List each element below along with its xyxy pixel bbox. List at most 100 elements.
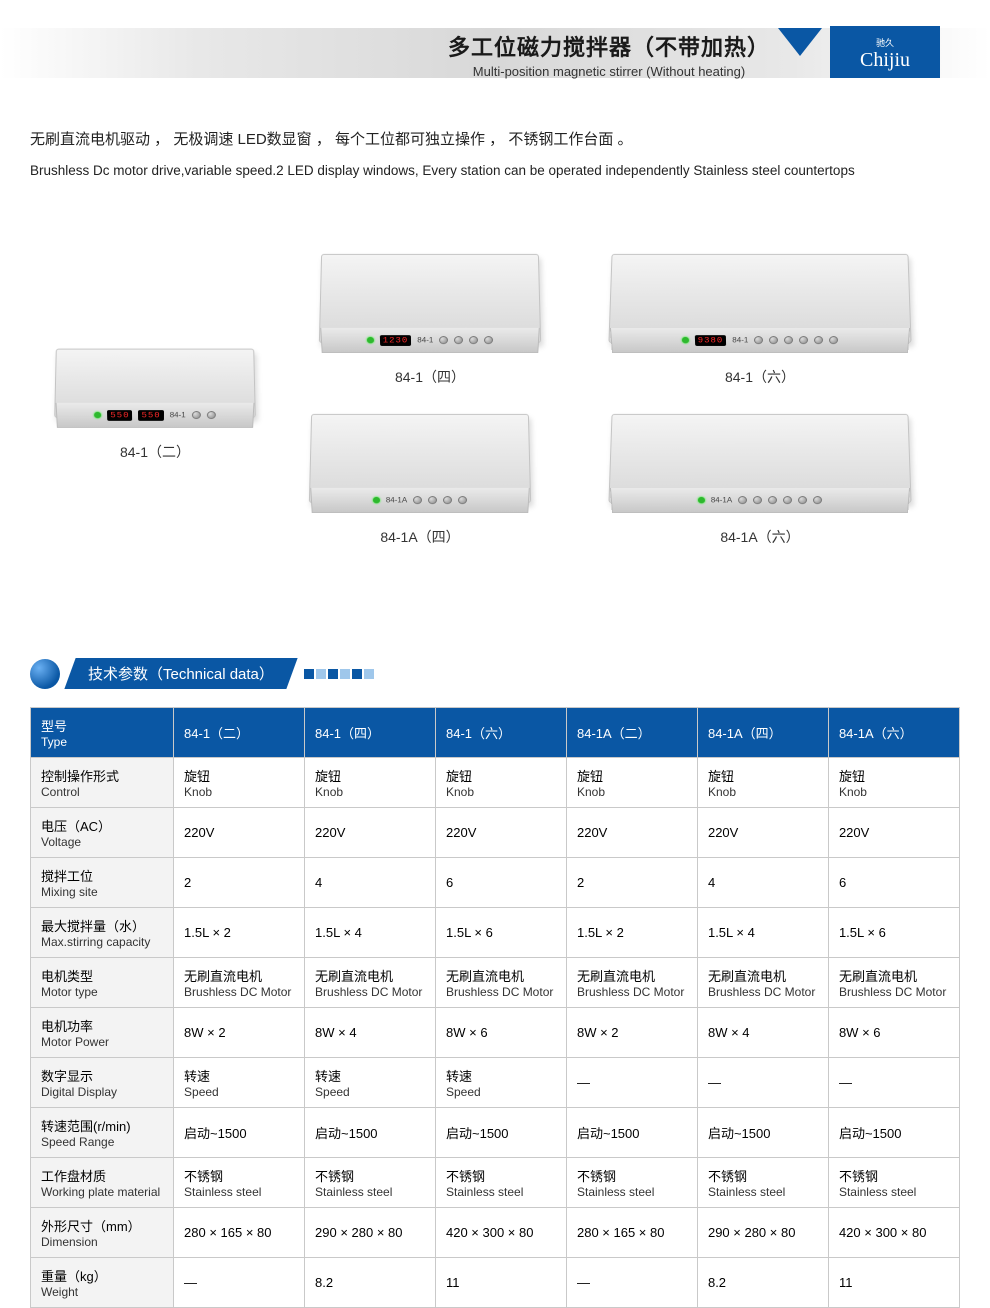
- table-cell: 转速Speed: [305, 1058, 436, 1108]
- knob-icon: [798, 496, 807, 504]
- table-cell: 不锈钢Stainless steel: [697, 1158, 828, 1208]
- table-head-model: 84-1A（四）: [697, 708, 828, 758]
- knob-icon: [829, 336, 838, 344]
- table-cell: —: [566, 1258, 697, 1308]
- product-p3: 938084-184-1（六）: [610, 253, 910, 387]
- table-cell: 8.2: [697, 1258, 828, 1308]
- table-cell: 不锈钢Stainless steel: [436, 1158, 567, 1208]
- knob-icon: [754, 336, 763, 344]
- table-cell: 无刷直流电机Brushless DC Motor: [174, 958, 305, 1008]
- table-cell: 220V: [828, 808, 959, 858]
- knob-icon: [443, 496, 452, 504]
- table-row: 电机类型Motor type无刷直流电机Brushless DC Motor无刷…: [31, 958, 960, 1008]
- table-cell: 11: [828, 1258, 959, 1308]
- knob-icon: [783, 496, 792, 504]
- product-box: 123084-1: [319, 254, 541, 343]
- table-row-label: 外形尺寸（mm）Dimension: [31, 1208, 174, 1258]
- knob-icon: [206, 411, 215, 419]
- table-row: 电压（AC）Voltage220V220V220V220V220V220V: [31, 808, 960, 858]
- table-cell: 220V: [305, 808, 436, 858]
- knob-icon: [192, 411, 201, 419]
- table-head-type: 型号Type: [31, 708, 174, 758]
- table-cell: 4: [697, 858, 828, 908]
- product-caption: 84-1A（四）: [310, 527, 530, 547]
- knob-icon: [768, 496, 777, 504]
- table-cell: 420 × 300 × 80: [436, 1208, 567, 1258]
- table-row: 电机功率Motor Power8W × 28W × 48W × 68W × 28…: [31, 1008, 960, 1058]
- intro-en: Brushless Dc motor drive,variable speed.…: [30, 163, 960, 178]
- product-front-panel: 84-1A: [310, 488, 530, 513]
- table-cell: —: [174, 1258, 305, 1308]
- table-cell: 不锈钢Stainless steel: [828, 1158, 959, 1208]
- table-cell: 290 × 280 × 80: [697, 1208, 828, 1258]
- header-band: 多工位磁力搅拌器（不带加热） Multi-position magnetic s…: [0, 0, 990, 78]
- table-cell: 启动~1500: [697, 1108, 828, 1158]
- table-cell: 启动~1500: [305, 1108, 436, 1158]
- knob-icon: [458, 496, 467, 504]
- section-title-bar: 技术参数（Technical data）: [64, 658, 297, 689]
- table-row: 转速范围(r/min)Speed Range启动~1500启动~1500启动~1…: [31, 1108, 960, 1158]
- table-row: 工作盘材质Working plate material 不锈钢Stainless …: [31, 1158, 960, 1208]
- spec-table: 型号Type84-1（二）84-1（四）84-1（六）84-1A（二）84-1A…: [30, 707, 960, 1308]
- table-row: 外形尺寸（mm）Dimension280 × 165 × 80290 × 280…: [31, 1208, 960, 1258]
- table-cell: 8W × 2: [174, 1008, 305, 1058]
- intro-block: 无刷直流电机驱动 ， 无极调速 LED数显窗 ， 每个工位都可独立操作 ， 不锈…: [0, 78, 990, 198]
- knob-icon: [738, 496, 747, 504]
- knob-icon: [428, 496, 437, 504]
- power-led-icon: [698, 497, 705, 503]
- funnel-icon: [778, 28, 822, 56]
- table-cell: 不锈钢Stainless steel: [305, 1158, 436, 1208]
- table-cell: 旋钮Knob: [566, 758, 697, 808]
- page-title-cn: 多工位磁力搅拌器（不带加热）: [448, 30, 770, 62]
- table-row: 数字显示Digital Display转速Speed转速Speed转速Speed…: [31, 1058, 960, 1108]
- table-cell: 220V: [566, 808, 697, 858]
- table-row-label: 最大搅拌量（水）Max.stirring capacity: [31, 908, 174, 958]
- table-cell: 11: [436, 1258, 567, 1308]
- table-cell: 不锈钢Stainless steel: [566, 1158, 697, 1208]
- table-cell: 4: [305, 858, 436, 908]
- table-row-label: 电机功率Motor Power: [31, 1008, 174, 1058]
- table-row-label: 转速范围(r/min)Speed Range: [31, 1108, 174, 1158]
- table-row-label: 控制操作形式Control: [31, 758, 174, 808]
- product-box: 84-1A: [309, 414, 531, 503]
- knob-icon: [439, 336, 448, 344]
- table-cell: 无刷直流电机Brushless DC Motor: [697, 958, 828, 1008]
- product-caption: 84-1（二）: [55, 442, 255, 462]
- section-header: 技术参数（Technical data）: [30, 658, 990, 689]
- knob-icon: [814, 336, 823, 344]
- model-label: 84-1: [417, 336, 433, 344]
- power-led-icon: [94, 412, 101, 418]
- table-cell: 220V: [697, 808, 828, 858]
- table-cell: 1.5L × 4: [305, 908, 436, 958]
- table-cell: 2: [174, 858, 305, 908]
- table-row: 重量（kg）Weight—8.211—8.211: [31, 1258, 960, 1308]
- knob-icon: [813, 496, 822, 504]
- table-row-label: 工作盘材质Working plate material: [31, 1158, 174, 1208]
- table-cell: 启动~1500: [174, 1108, 305, 1158]
- product-caption: 84-1（四）: [320, 367, 540, 387]
- table-cell: 8W × 2: [566, 1008, 697, 1058]
- table-cell: 1.5L × 6: [436, 908, 567, 958]
- knob-icon: [454, 336, 463, 344]
- product-box: 84-1A: [608, 414, 911, 503]
- table-row-label: 搅拌工位Mixing site: [31, 858, 174, 908]
- table-cell: —: [566, 1058, 697, 1108]
- led-display-2: 550: [138, 410, 163, 421]
- table-row: 最大搅拌量（水）Max.stirring capacity1.5L × 21.5…: [31, 908, 960, 958]
- table-cell: 无刷直流电机Brushless DC Motor: [828, 958, 959, 1008]
- table-cell: 420 × 300 × 80: [828, 1208, 959, 1258]
- table-cell: 无刷直流电机Brushless DC Motor: [566, 958, 697, 1008]
- page-title-block: 多工位磁力搅拌器（不带加热） Multi-position magnetic s…: [448, 30, 770, 79]
- table-cell: —: [697, 1058, 828, 1108]
- product-p2: 123084-1 84-1（四）: [320, 253, 540, 387]
- product-front-panel: 84-1A: [610, 488, 910, 513]
- table-cell: 启动~1500: [436, 1108, 567, 1158]
- power-led-icon: [682, 337, 689, 343]
- led-display: 9380: [694, 335, 726, 346]
- brand-cn: 驰久: [830, 36, 940, 49]
- brand-logo: 驰久 Chijiu: [830, 26, 940, 78]
- model-label: 84-1: [170, 411, 186, 419]
- brand-en: Chijiu: [860, 49, 910, 71]
- table-cell: 8W × 6: [828, 1008, 959, 1058]
- table-cell: 1.5L × 2: [566, 908, 697, 958]
